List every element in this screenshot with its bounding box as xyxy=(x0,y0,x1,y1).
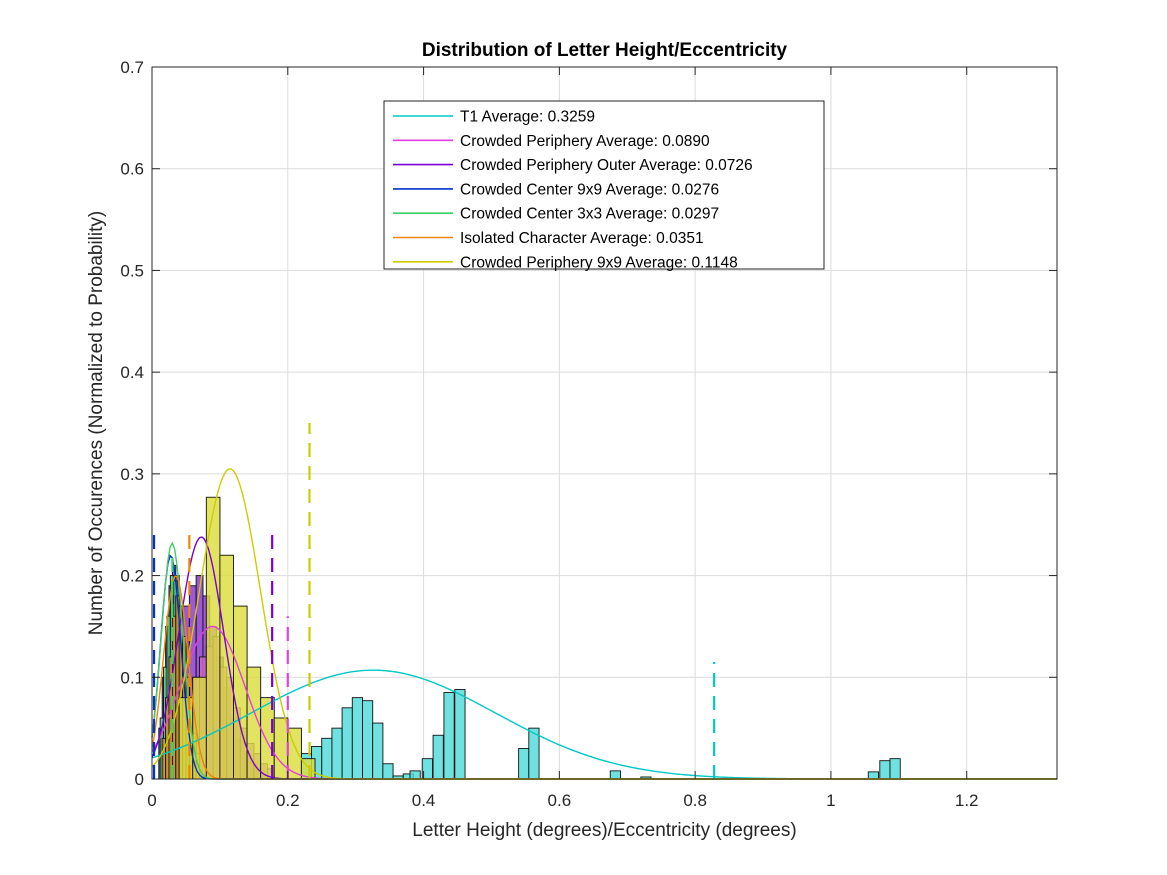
legend-item: T1 Average: 0.3259 xyxy=(393,109,595,126)
x-tick-label: 0.4 xyxy=(412,791,436,810)
y-tick-label: 0.3 xyxy=(120,465,144,484)
x-tick-label: 0.6 xyxy=(548,791,572,810)
mean-lines xyxy=(152,423,716,779)
legend-label: Isolated Character Average: 0.0351 xyxy=(460,230,704,247)
y-tick-label: 0.1 xyxy=(120,668,144,687)
histogram-bar xyxy=(443,692,455,780)
histogram-bar xyxy=(341,707,353,780)
legend-label: T1 Average: 0.3259 xyxy=(460,109,595,126)
legend-item: Crowded Center 3x3 Average: 0.0297 xyxy=(393,206,719,223)
legend-label: Crowded Periphery 9x9 Average: 0.1148 xyxy=(460,254,738,271)
x-tick-label: 1 xyxy=(826,791,835,810)
histogram-bar xyxy=(432,734,444,780)
legend-label: Crowded Center 9x9 Average: 0.0276 xyxy=(460,181,719,198)
legend-item: Crowded Periphery Average: 0.0890 xyxy=(393,133,710,150)
legend: T1 Average: 0.3259 Crowded Periphery Aver… xyxy=(383,100,825,271)
x-tick-label: 0 xyxy=(147,791,156,810)
y-tick-label: 0 xyxy=(135,770,144,789)
legend-item: Isolated Character Average: 0.0351 xyxy=(393,230,704,247)
histogram-bar xyxy=(409,770,421,780)
histogram-bar xyxy=(321,737,333,780)
y-tick-label: 0.2 xyxy=(120,567,144,586)
legend-label: Crowded Center 3x3 Average: 0.0297 xyxy=(460,206,719,223)
histogram-bar xyxy=(889,758,901,780)
histogram-bar xyxy=(454,689,466,780)
histogram-bar xyxy=(161,737,167,780)
histogram-bar xyxy=(331,727,343,780)
y-tick-label: 0.6 xyxy=(120,160,144,179)
histogram-bar xyxy=(273,717,289,780)
histogram-bar xyxy=(287,727,302,780)
axis-ticks: 0 0.2 0.4 0.6 0.8 1 1.2 0 0.1 0.2 0.3 0.4 0.5 0.6 0.7 xyxy=(120,58,1057,810)
x-tick-label: 0.2 xyxy=(276,791,300,810)
x-tick-label: 1.2 xyxy=(955,791,979,810)
chart-title: Distribution of Letter Height/Eccentrici… xyxy=(422,40,788,61)
legend-label: Crowded Periphery Average: 0.0890 xyxy=(460,133,710,150)
histogram-bar xyxy=(609,770,621,780)
histogram-bar xyxy=(518,748,530,780)
plot-frame xyxy=(151,66,1058,780)
histogram-bar xyxy=(879,760,891,780)
legend-item: Crowded Periphery 9x9 Average: 0.1148 xyxy=(393,254,738,271)
histogram-bar xyxy=(233,605,248,780)
x-axis-title: Letter Height (degrees)/Eccentricity (de… xyxy=(412,820,796,841)
histogram-bar xyxy=(351,697,363,780)
histogram-bar xyxy=(867,771,879,780)
legend-item: Crowded Center 9x9 Average: 0.0276 xyxy=(393,181,719,198)
legend-label: Crowded Periphery Outer Average: 0.0726 xyxy=(460,157,753,174)
legend-box xyxy=(383,100,825,270)
y-axis-title: Number of Occurences (Normalized to Prob… xyxy=(86,211,107,636)
histogram-bar xyxy=(372,722,384,780)
histogram-bar xyxy=(175,595,180,780)
histogram-bar xyxy=(362,700,374,780)
histogram-bar xyxy=(528,727,540,780)
y-tick-label: 0.4 xyxy=(120,363,144,382)
histogram-bar xyxy=(382,763,394,780)
y-tick-label: 0.5 xyxy=(120,261,144,280)
histogram-bar xyxy=(219,554,234,780)
y-tick-label: 0.7 xyxy=(120,58,144,77)
x-tick-label: 0.8 xyxy=(683,791,707,810)
legend-item: Crowded Periphery Outer Average: 0.0726 xyxy=(393,157,753,174)
